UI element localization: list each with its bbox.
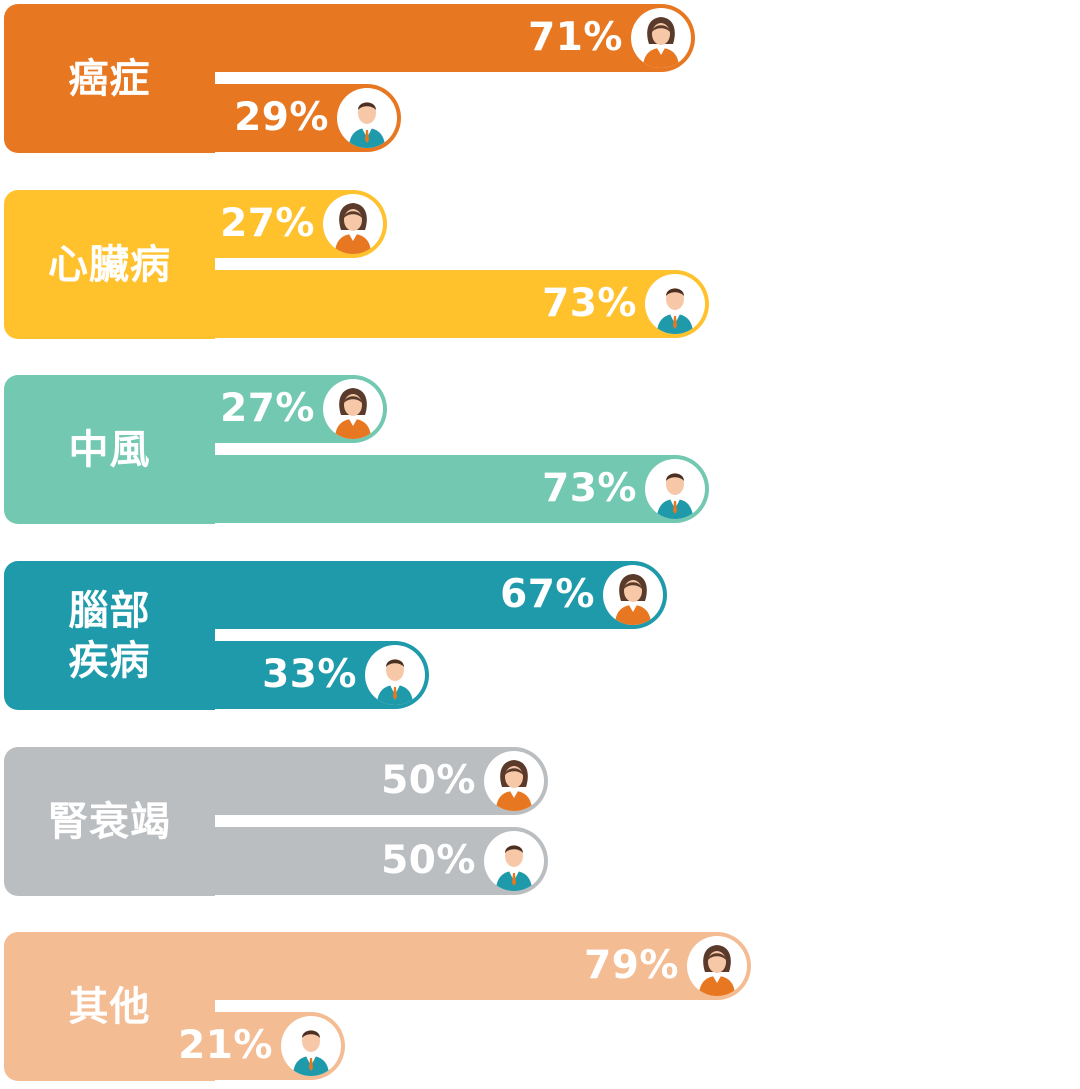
data-label: 33% — [262, 652, 357, 697]
male-avatar-icon — [365, 645, 425, 705]
category-label: 中風 — [68, 426, 151, 473]
category-box: 腦部 疾病 — [4, 561, 215, 710]
bar — [215, 932, 751, 1000]
bar — [215, 455, 709, 523]
data-label: 79% — [584, 943, 679, 988]
category-label: 腦部 疾病 — [68, 587, 151, 684]
male-avatar-icon — [484, 831, 544, 891]
male-avatar-icon — [645, 459, 705, 519]
data-label: 73% — [542, 466, 637, 511]
category-box: 中風 — [4, 375, 215, 524]
category-label: 心臟病 — [48, 241, 171, 288]
male-avatar-icon — [281, 1016, 341, 1076]
data-label: 29% — [234, 95, 329, 140]
male-avatar-icon — [645, 274, 705, 334]
data-label: 50% — [381, 758, 476, 803]
category-box: 癌症 — [4, 4, 215, 153]
bar — [215, 4, 695, 72]
female-avatar-icon — [484, 751, 544, 811]
category-box: 心臟病 — [4, 190, 215, 339]
category-box: 腎衰竭 — [4, 747, 215, 896]
female-avatar-icon — [603, 565, 663, 625]
data-label: 21% — [178, 1023, 273, 1068]
data-label: 67% — [500, 572, 595, 617]
category-label: 癌症 — [68, 55, 151, 102]
category-label: 其他 — [68, 983, 151, 1030]
male-avatar-icon — [337, 88, 397, 148]
female-avatar-icon — [323, 194, 383, 254]
data-label: 71% — [528, 15, 623, 60]
female-avatar-icon — [687, 936, 747, 996]
data-label: 27% — [220, 386, 315, 431]
bar — [215, 561, 667, 629]
data-label: 27% — [220, 201, 315, 246]
category-box: 其他 — [4, 932, 215, 1081]
bar — [215, 270, 709, 338]
data-label: 50% — [381, 838, 476, 883]
female-avatar-icon — [323, 379, 383, 439]
data-label: 73% — [542, 281, 637, 326]
female-avatar-icon — [631, 8, 691, 68]
category-label: 腎衰竭 — [48, 798, 171, 845]
